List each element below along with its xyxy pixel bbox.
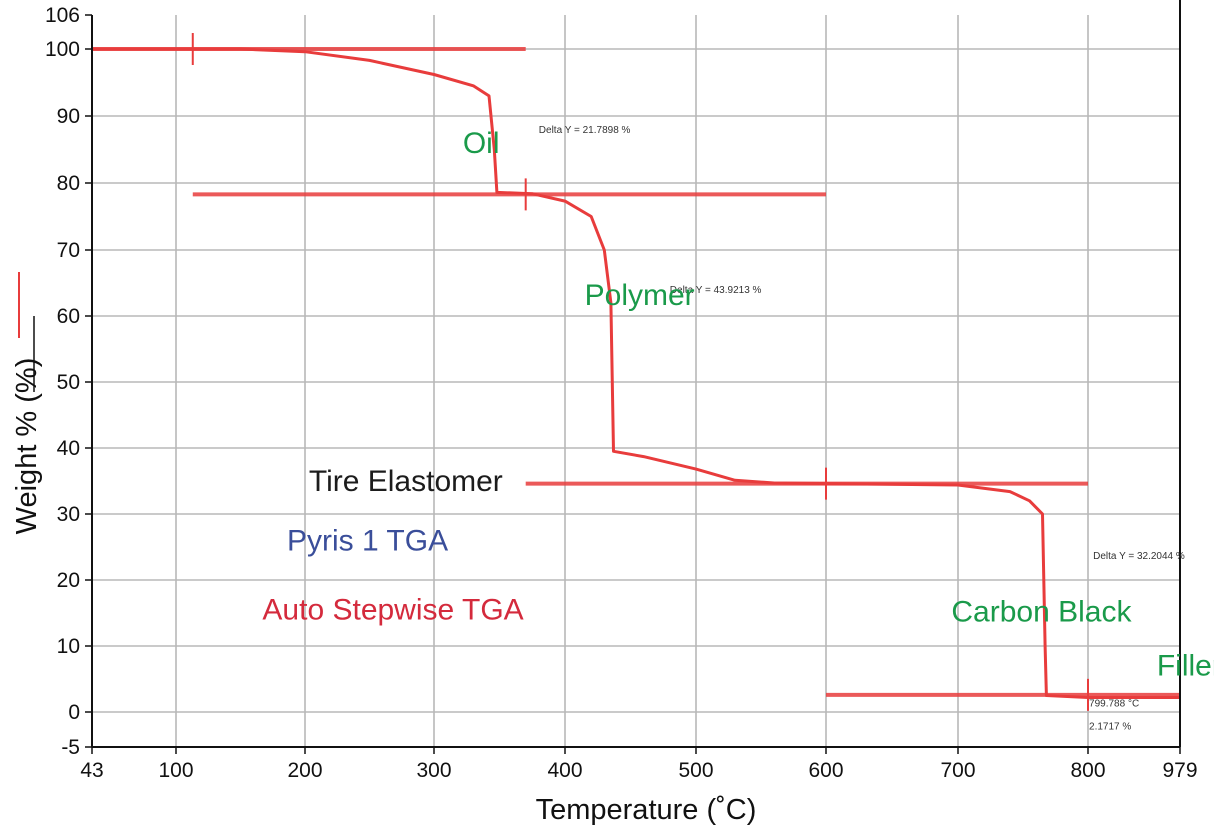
delta-annotation: 799.788 °C <box>1089 699 1139 710</box>
info-label: Auto Stepwise TGA <box>262 594 523 627</box>
info-label: Tire Elastomer <box>309 465 503 498</box>
x-tick-label: 100 <box>158 759 193 782</box>
y-tick-label: 60 <box>57 305 80 328</box>
y-tick-label: 80 <box>57 172 80 195</box>
weight-curve <box>92 47 1180 699</box>
x-tick-label: 300 <box>416 759 451 782</box>
y-tick-label: 100 <box>45 38 80 61</box>
y-tick-label: 10 <box>57 635 80 658</box>
region-label: Filler <box>1157 650 1214 683</box>
y-tick-label: 30 <box>57 503 80 526</box>
y-tick-label: 106 <box>45 4 80 27</box>
delta-annotation: Delta Y = 21.7898 % <box>539 125 631 136</box>
labels-layer: Temperature (˚C) Weight % (%) Delta Y = 21… <box>11 125 1214 826</box>
y-tick-label: 70 <box>57 239 80 262</box>
x-tick-label: 200 <box>287 759 322 782</box>
delta-annotation: 2.1717 % <box>1089 722 1131 733</box>
grid-layer <box>92 15 1180 747</box>
x-tick-label: 400 <box>547 759 582 782</box>
x-tick-label: 800 <box>1070 759 1105 782</box>
region-label: Polymer <box>585 279 695 312</box>
curve-layer <box>92 47 1180 699</box>
x-tick-label: 700 <box>940 759 975 782</box>
y-axis-title: Weight % (%) <box>11 358 43 535</box>
x-axis-title: Temperature (˚C) <box>536 794 757 826</box>
y-tick-label: 50 <box>57 371 80 394</box>
region-label: Carbon Black <box>951 596 1132 629</box>
region-label: Oil <box>463 127 500 160</box>
delta-annotation: Delta Y = 32.2044 % <box>1093 551 1185 562</box>
y-tick-label: 90 <box>57 105 80 128</box>
y-tick-label: -5 <box>61 736 80 759</box>
y-tick-label: 40 <box>57 437 80 460</box>
y-tick-label: 0 <box>68 701 80 724</box>
x-tick-label: 500 <box>678 759 713 782</box>
x-tick-label: 43 <box>80 759 103 782</box>
y-tick-label: 20 <box>57 569 80 592</box>
x-tick-label: 979 <box>1162 759 1197 782</box>
info-label: Pyris 1 TGA <box>287 524 448 557</box>
x-tick-label: 600 <box>808 759 843 782</box>
axes-layer: 43 100 200 300 400 500 600 700 800 97910610090807… <box>45 0 1198 782</box>
delta-annotation: Delta Y = 43.9213 % <box>670 285 762 296</box>
